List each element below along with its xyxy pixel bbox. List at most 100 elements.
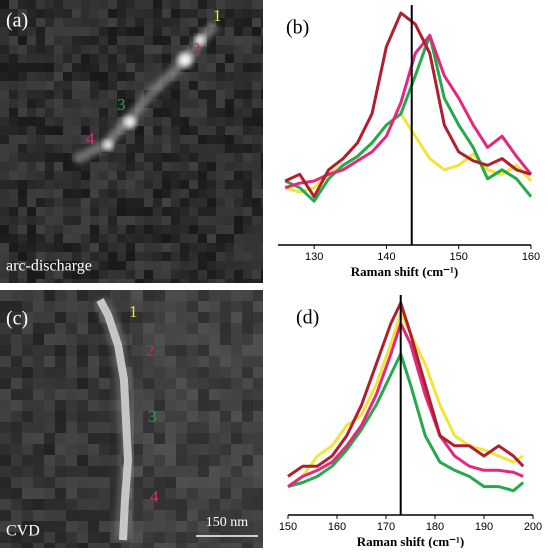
pixel bbox=[108, 252, 117, 261]
pixel bbox=[220, 400, 231, 411]
pixel bbox=[198, 27, 207, 36]
pixel bbox=[198, 521, 209, 532]
pixel bbox=[154, 477, 165, 488]
pixel bbox=[110, 543, 121, 548]
pixel bbox=[209, 532, 220, 543]
pixel bbox=[33, 477, 44, 488]
pixel bbox=[9, 9, 18, 18]
pixel bbox=[99, 36, 108, 45]
pixel bbox=[253, 466, 263, 477]
pixel bbox=[99, 334, 110, 345]
pixel bbox=[11, 477, 22, 488]
pixel bbox=[99, 543, 110, 548]
pixel bbox=[45, 279, 54, 283]
image-shade bbox=[130, 290, 263, 548]
pixel bbox=[99, 261, 108, 270]
pixel bbox=[176, 389, 187, 400]
pixel bbox=[135, 216, 144, 225]
pixel bbox=[220, 323, 231, 334]
pixel bbox=[55, 466, 66, 477]
pixel bbox=[143, 323, 154, 334]
pixel bbox=[44, 466, 55, 477]
pixel bbox=[153, 135, 162, 144]
pixel bbox=[44, 477, 55, 488]
pixel bbox=[162, 234, 171, 243]
pixel bbox=[187, 543, 198, 548]
pixel bbox=[44, 367, 55, 378]
pixel bbox=[231, 345, 242, 356]
pixel bbox=[207, 126, 216, 135]
pixel bbox=[242, 488, 253, 499]
pixel bbox=[90, 171, 99, 180]
pixel bbox=[231, 400, 242, 411]
pixel bbox=[154, 532, 165, 543]
pixel bbox=[55, 334, 66, 345]
pixel bbox=[90, 279, 99, 283]
pixel bbox=[55, 488, 66, 499]
pixel bbox=[243, 63, 252, 72]
pixel bbox=[0, 477, 11, 488]
pixel bbox=[9, 153, 18, 162]
bright-spot bbox=[178, 53, 192, 67]
pixel bbox=[261, 216, 263, 225]
pixel bbox=[143, 444, 154, 455]
pixel bbox=[45, 63, 54, 72]
pixel bbox=[0, 225, 9, 234]
pixel bbox=[220, 444, 231, 455]
pixel bbox=[45, 225, 54, 234]
pixel bbox=[77, 510, 88, 521]
pixel bbox=[252, 0, 261, 9]
pixel bbox=[45, 252, 54, 261]
pixel bbox=[63, 153, 72, 162]
pixel bbox=[144, 270, 153, 279]
pixel bbox=[110, 290, 121, 301]
pixel bbox=[187, 356, 198, 367]
pixel bbox=[63, 63, 72, 72]
pixel bbox=[198, 207, 207, 216]
pixel bbox=[153, 225, 162, 234]
pixel bbox=[187, 389, 198, 400]
pixel bbox=[36, 45, 45, 54]
pixel bbox=[165, 312, 176, 323]
pixel bbox=[117, 270, 126, 279]
pixel bbox=[44, 400, 55, 411]
pixel bbox=[154, 499, 165, 510]
pixel bbox=[81, 27, 90, 36]
pixel bbox=[132, 433, 143, 444]
pixel bbox=[143, 378, 154, 389]
pixel bbox=[99, 216, 108, 225]
pixel bbox=[207, 45, 216, 54]
pixel bbox=[108, 279, 117, 283]
pixel bbox=[154, 334, 165, 345]
pixel bbox=[55, 378, 66, 389]
pixel bbox=[9, 252, 18, 261]
pixel bbox=[77, 389, 88, 400]
pixel bbox=[9, 90, 18, 99]
pixel bbox=[88, 367, 99, 378]
pixel bbox=[90, 63, 99, 72]
pixel bbox=[144, 243, 153, 252]
pixel bbox=[88, 444, 99, 455]
pixel bbox=[99, 153, 108, 162]
pixel bbox=[108, 9, 117, 18]
pixel bbox=[77, 290, 88, 301]
pixel bbox=[108, 117, 117, 126]
pixel bbox=[90, 198, 99, 207]
pixel bbox=[11, 301, 22, 312]
pixel bbox=[216, 225, 225, 234]
pixel bbox=[252, 216, 261, 225]
pixel bbox=[81, 261, 90, 270]
pixel bbox=[253, 378, 263, 389]
pixel bbox=[18, 90, 27, 99]
pixel bbox=[55, 345, 66, 356]
pixel bbox=[9, 99, 18, 108]
pixel bbox=[88, 510, 99, 521]
pixel bbox=[63, 279, 72, 283]
pixel bbox=[261, 270, 263, 279]
pixel bbox=[198, 216, 207, 225]
pixel bbox=[180, 108, 189, 117]
pixel bbox=[154, 323, 165, 334]
pixel bbox=[261, 261, 263, 270]
pixel bbox=[243, 234, 252, 243]
pixel bbox=[36, 90, 45, 99]
